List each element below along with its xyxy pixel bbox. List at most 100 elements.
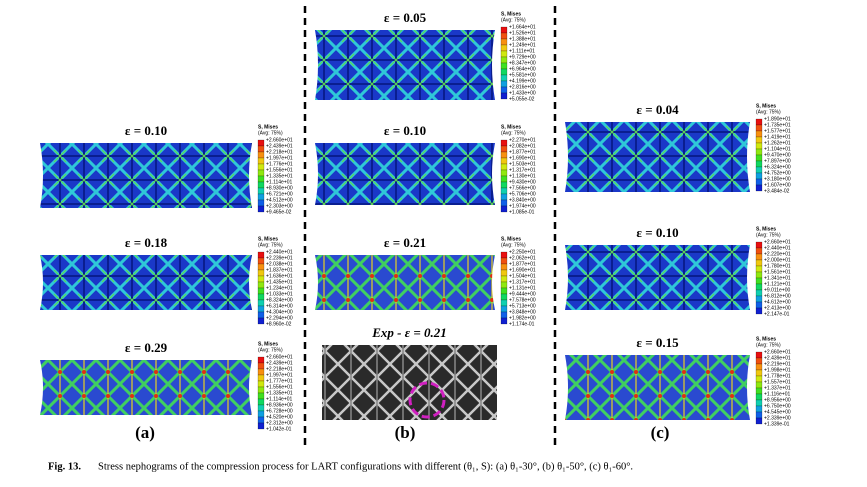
legend-swatch [257, 398, 265, 406]
legend-value: +2.339e+00 [764, 415, 791, 421]
legend-value: +2.220e+01 [764, 251, 791, 257]
strain-label: ε = 0.10 [384, 123, 426, 138]
caption-text: Stress nephograms of the compression pro… [98, 461, 633, 472]
legend-value: +2.440e+01 [266, 249, 293, 255]
legend-swatch [257, 317, 265, 325]
legend-swatch [500, 80, 508, 88]
legend-swatch [755, 357, 763, 365]
legend-subtitle: (Avg: 75%) [756, 232, 781, 238]
legend-swatch [257, 263, 265, 271]
legend-value: +1.419e+01 [764, 134, 791, 140]
legend-swatch [755, 184, 763, 192]
legend-value: +5.055e-02 [509, 96, 535, 102]
legend-swatch [500, 269, 508, 277]
panel-label: (c) [651, 423, 670, 442]
legend-value: +1.777e+01 [266, 378, 293, 384]
legend-swatch [500, 92, 508, 100]
legend-swatch [257, 139, 265, 147]
legend-value: +8.960e-02 [266, 321, 292, 327]
legend-subtitle: (Avg: 75%) [258, 347, 283, 353]
legend-swatch [755, 130, 763, 138]
legend-value: +1.249e+01 [509, 42, 536, 48]
legend-swatch [755, 387, 763, 395]
legend-value: +2.000e+01 [764, 257, 791, 263]
legend-value: +6.721e+00 [266, 191, 293, 197]
legend-swatch [257, 422, 265, 430]
legend-swatch [755, 247, 763, 255]
strain-label: ε = 0.10 [636, 225, 678, 240]
legend-value: +7.897e+00 [764, 158, 791, 164]
legend-swatch [257, 356, 265, 364]
legend-value: +5.706e+00 [509, 191, 536, 197]
legend-value: +6.964e+00 [509, 66, 536, 72]
legend-swatch [755, 154, 763, 162]
legend-value: +1.780e+01 [764, 263, 791, 269]
legend-value: +2.439e+01 [266, 143, 293, 149]
legend-swatch [257, 169, 265, 177]
legend-value: +3.484e-02 [764, 188, 790, 194]
legend-swatch [500, 181, 508, 189]
legend-swatch [500, 257, 508, 265]
legend-swatch [755, 369, 763, 377]
legend-value: +2.440e+01 [764, 245, 791, 251]
legend-swatch [257, 299, 265, 307]
legend-swatch [500, 32, 508, 40]
legend-swatch [257, 275, 265, 283]
legend-value: +2.660e+01 [266, 354, 293, 360]
legend-value: +1.690e+01 [509, 267, 536, 273]
legend-value: +1.557e+01 [764, 379, 791, 385]
legend-value: +2.312e+00 [266, 420, 293, 426]
legend-value: +1.778e+01 [764, 373, 791, 379]
legend-value: +1.104e+01 [764, 146, 791, 152]
legend-value: +1.890e+01 [764, 116, 791, 122]
legend-value: +1.526e+01 [509, 30, 536, 36]
legend-value: +3.180e+00 [764, 176, 791, 182]
legend-value: +2.439e+01 [266, 360, 293, 366]
legend-swatch [500, 62, 508, 70]
legend-swatch [500, 26, 508, 34]
legend-title: S, Mises [258, 124, 278, 130]
legend-value: +8.936e+00 [266, 402, 293, 408]
legend-title: S, Mises [756, 103, 776, 109]
legend-swatch [257, 251, 265, 259]
legend-value: +1.317e+01 [509, 279, 536, 285]
legend-value: +4.304e+00 [266, 309, 293, 315]
strain-label: ε = 0.04 [636, 102, 679, 117]
legend-value: +9.465e-02 [266, 209, 292, 215]
legend-swatch [500, 175, 508, 183]
nephogram [315, 255, 495, 310]
legend-value: +2.294e+00 [266, 315, 293, 321]
legend-swatch [755, 241, 763, 249]
legend-swatch [755, 399, 763, 407]
legend-swatch [257, 380, 265, 388]
legend-value: +1.111e+01 [509, 48, 535, 54]
legend-value: +1.735e+01 [764, 122, 791, 128]
legend-swatch [257, 311, 265, 319]
legend-value: +4.512e+00 [266, 197, 293, 203]
legend-swatch [257, 181, 265, 189]
legend-swatch [500, 275, 508, 283]
legend-swatch [755, 178, 763, 186]
legend-value: +1.121e+01 [764, 281, 791, 287]
legend-swatch [755, 160, 763, 168]
legend-swatch [257, 145, 265, 153]
strain-label: Exp - ε = 0.21 [371, 325, 447, 340]
legend-swatch [755, 265, 763, 273]
legend-swatch [257, 205, 265, 213]
legend-swatch [500, 205, 508, 213]
legend-value: +1.690e+01 [509, 155, 536, 161]
legend-swatch [257, 293, 265, 301]
nephogram [40, 255, 252, 310]
legend-value: +1.997e+01 [266, 372, 293, 378]
legend-swatch [257, 386, 265, 394]
legend-value: +2.218e+01 [266, 366, 293, 372]
nephogram [40, 360, 252, 415]
legend-value: +1.998e+01 [764, 367, 791, 373]
legend-swatch [755, 307, 763, 315]
legend-swatch [500, 157, 508, 165]
legend-value: +1.556e+01 [266, 167, 293, 173]
strain-label: ε = 0.21 [384, 235, 426, 250]
legend-value: +4.520e+00 [266, 414, 293, 420]
legend-value: +1.116e+01 [764, 391, 791, 397]
